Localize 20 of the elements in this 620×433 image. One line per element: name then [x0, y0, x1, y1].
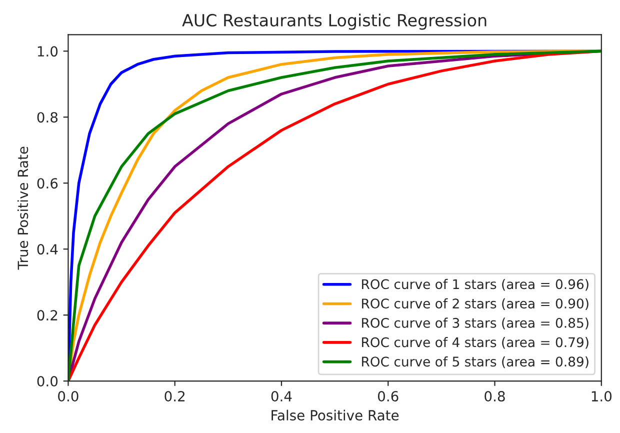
legend-label: ROC curve of 4 stars (area = 0.79) — [362, 337, 588, 349]
y-tick-label: 0.4 — [37, 244, 58, 255]
y-axis-title: True Positive Rate — [17, 146, 28, 270]
x-tick-label: 0.4 — [271, 391, 292, 402]
x-axis-title: False Positive Rate — [272, 410, 399, 421]
y-tick-label: 0.6 — [37, 178, 58, 189]
y-tick-label: 0.2 — [37, 310, 58, 321]
x-tick-label: 0.2 — [164, 391, 184, 402]
x-tick-label: 0.0 — [58, 391, 78, 402]
y-tick-label: 0.8 — [37, 112, 58, 123]
chart-title: AUC Restaurants Logistic Regression — [182, 14, 486, 30]
legend-label: ROC curve of 1 stars (area = 0.96) — [362, 278, 588, 291]
x-tick-label: 0.8 — [484, 391, 505, 402]
y-tick-label: 0.0 — [37, 376, 58, 387]
legend-label: ROC curve of 3 stars (area = 0.85) — [362, 318, 588, 330]
legend-label: ROC curve of 5 stars (area = 0.89) — [362, 356, 588, 368]
x-tick-label: 1.0 — [592, 391, 612, 402]
legend-label: ROC curve of 2 stars (area = 0.90) — [362, 298, 588, 310]
y-tick-label: 1.0 — [38, 46, 58, 57]
x-tick-label: 0.6 — [378, 391, 398, 402]
